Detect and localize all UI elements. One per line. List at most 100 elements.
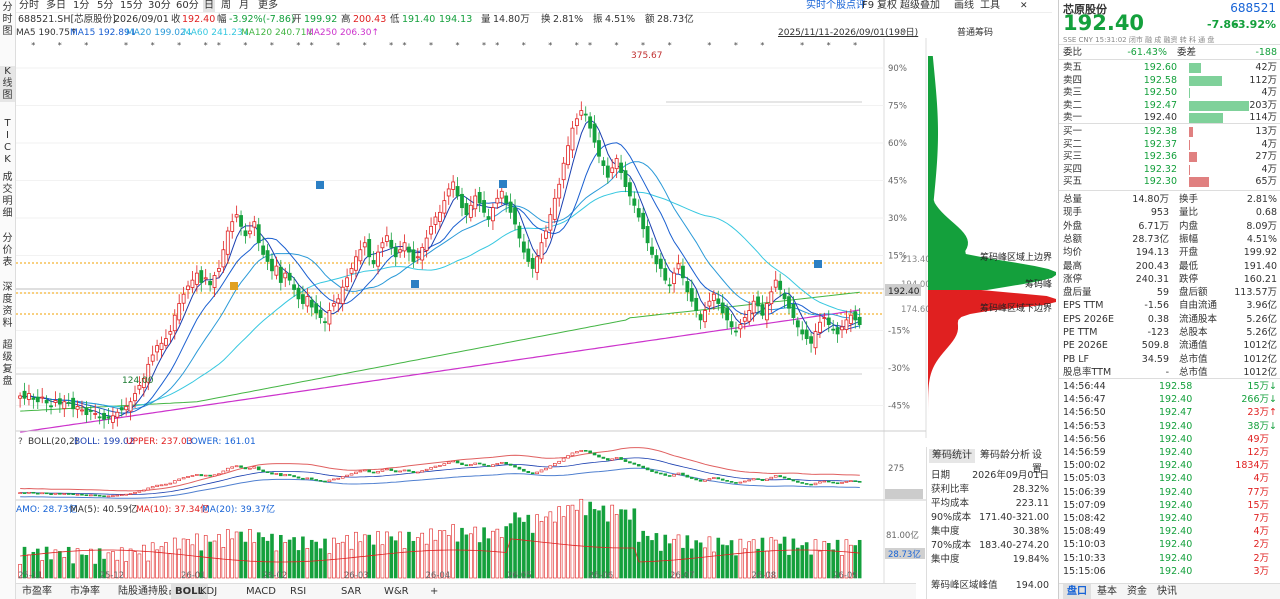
window-close-icon[interactable]: ✕ [1020, 1, 1028, 11]
boll-candle [844, 481, 849, 483]
period-3[interactable]: 5分 [97, 0, 114, 11]
period-2[interactable]: 1分 [73, 0, 90, 11]
f9-button[interactable]: F9 [862, 0, 875, 11]
volume-bar [641, 530, 645, 579]
kline-chart[interactable]: 90%75%60%45%30%15%0%-15%-30%-45%213.4019… [16, 38, 1056, 583]
tick-price: 192.58 [1159, 381, 1193, 392]
quote-tab-1[interactable]: 基本 [1097, 586, 1117, 597]
boll-candle [261, 469, 265, 472]
overlay-button[interactable]: 超级叠加 [900, 0, 940, 11]
tick-volume: 15万 [1247, 499, 1269, 511]
boll-candle [385, 468, 389, 471]
dropdown-icon[interactable]: ▾ [902, 28, 907, 38]
draw-line-button[interactable]: 画线 [954, 0, 974, 11]
indicator-tab-3[interactable]: BOLL [171, 584, 208, 599]
indicator-tab-8[interactable]: W&R [384, 586, 409, 597]
candle-up [844, 319, 849, 330]
candle-up [283, 272, 288, 279]
candle-down [455, 186, 460, 197]
candle-down [619, 162, 623, 173]
chip-mode-label[interactable]: 普通筹码 [957, 28, 994, 38]
chip-stat-row: 平均成本 223.11 [931, 497, 1049, 510]
stock-review-link[interactable]: 实时个股点评 [806, 0, 866, 11]
tick-volume: 49万 [1247, 433, 1269, 445]
period-6[interactable]: 60分 [176, 0, 199, 11]
candle-up [354, 256, 358, 271]
left-tab-0[interactable]: 分 时 图 [2, 2, 13, 37]
volume-bar [234, 531, 239, 579]
indicator-tab-2[interactable]: 陆股通持股占比 [118, 586, 188, 597]
arrow-down-icon: ↓ [1269, 420, 1277, 432]
candle-down [71, 397, 76, 410]
boll-candle [606, 458, 610, 461]
event-marker: * [429, 41, 433, 50]
candle-down [605, 165, 610, 178]
left-tab-3[interactable]: 成 交 明 细 [2, 172, 13, 219]
period-8[interactable]: 周 [221, 0, 231, 11]
period-0[interactable]: 分时 [19, 0, 39, 11]
tab-chip-stats[interactable]: 筹码统计 [929, 449, 975, 463]
boll-candle [831, 481, 835, 484]
event-marker: * [217, 41, 221, 50]
amo-legend: MA(5): 40.59亿 [70, 503, 137, 515]
indicator-tab-9[interactable]: + [430, 586, 439, 597]
period-10[interactable]: 更多 [258, 0, 278, 11]
indicator-tab-7[interactable]: SAR [341, 586, 362, 597]
period-1[interactable]: 多日 [46, 0, 66, 11]
indicator-tab-6[interactable]: RSI [290, 586, 307, 597]
indicator-tab-0[interactable]: 市盈率 [22, 586, 52, 597]
amo-legend: MA(20): 39.37亿 [202, 503, 275, 515]
left-tab-2[interactable]: T I C K [4, 118, 11, 165]
left-tab-6[interactable]: 超 级 复 盘 [2, 340, 13, 387]
period-7[interactable]: 日 [203, 0, 215, 12]
tools-button[interactable]: 工具 [980, 0, 1000, 11]
candle-down [720, 302, 725, 314]
market-meta: SSE CNY 15:31:02 闭市 融 成 融资 转 科 通 盘 [1063, 36, 1215, 44]
tab-chip-settings[interactable]: 设置 [1032, 450, 1042, 475]
left-tab-1[interactable]: K 线 图 [0, 66, 15, 102]
left-tab-4[interactable]: 分 价 表 [2, 233, 13, 268]
chip-upper-label: 筹码峰区域上边界 [980, 251, 1052, 263]
fuquan-button[interactable]: 复权 [877, 0, 897, 11]
indicator-tab-5[interactable]: MACD [246, 586, 276, 597]
event-marker: * [31, 41, 35, 50]
left-tab-5[interactable]: 深 度 资 料 [2, 282, 13, 329]
tick-row: 15:06:39 192.40 77万 [1063, 486, 1277, 499]
volume-bar [336, 543, 341, 579]
boll-candle [208, 474, 212, 477]
quote-tab-2[interactable]: 资金 [1127, 586, 1147, 597]
date-range[interactable]: 2025/11/11-2026/09/01(198日) [778, 28, 919, 38]
stat-key: PB LF [1063, 353, 1090, 365]
volume-bar [217, 534, 221, 579]
bid-row: 买三 192.36 27万 [1063, 150, 1277, 163]
pct-tick: 60% [888, 139, 907, 149]
boll-help-icon[interactable]: ? [18, 437, 23, 447]
stat-value: -1.56 [1144, 300, 1169, 312]
volume-bar [486, 538, 491, 579]
pct-tick: 15% [888, 252, 907, 262]
event-marker: * [734, 41, 738, 50]
volume-bar [380, 544, 385, 579]
period-4[interactable]: 15分 [120, 0, 143, 11]
period-5[interactable]: 30分 [148, 0, 171, 11]
stat-row: 最高 200.43 最低 191.40 [1063, 260, 1277, 273]
period-9[interactable]: 月 [239, 0, 249, 11]
boll-candle [579, 450, 584, 452]
tick-volume: 15万 [1247, 381, 1269, 392]
stock-code-right: 688521 [1230, 1, 1276, 15]
quote-tab-3[interactable]: 快讯 [1157, 586, 1177, 597]
tab-chip-age[interactable]: 筹码龄分析 [980, 450, 1030, 461]
boll-candle [40, 492, 45, 495]
boll-candle [747, 479, 752, 482]
pct-tick: 45% [888, 177, 907, 187]
boll-candle [89, 494, 93, 497]
candle-up [433, 216, 438, 225]
indicator-tab-1[interactable]: 市净率 [70, 586, 100, 597]
chip-stat-row: 获利比率 28.32% [931, 483, 1049, 496]
boll-candle [248, 467, 252, 470]
quote-tab-0[interactable]: 盘口 [1063, 584, 1091, 599]
candle-down [778, 280, 783, 290]
candle-up [544, 230, 548, 239]
indicator-tab-4[interactable]: KDJ [200, 586, 218, 597]
high-value: 200.43 [353, 14, 387, 25]
